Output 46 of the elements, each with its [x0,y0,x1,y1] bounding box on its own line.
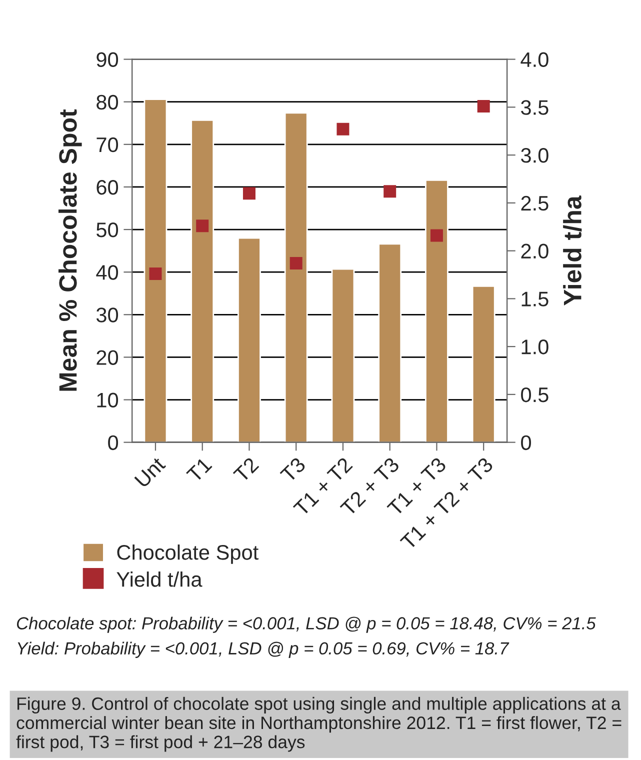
y-tick-label: 90 [96,52,118,68]
bar [144,98,168,442]
point [149,268,162,280]
point [290,257,302,270]
legend-label: Chocolate Spot [117,544,258,564]
point [430,229,443,242]
y-tick-label: 70 [96,137,118,152]
y2-tick-label: 0 [521,435,531,450]
y-tick-label: 10 [97,392,118,408]
y-tick-label: 60 [96,180,118,195]
y-tick-label: 20 [96,350,118,365]
y2-tick-label: 0.5 [521,387,548,402]
bar [378,243,402,442]
text: Chocolate spot: Probability = <0.001, LSD @ p = 0.05 = 18.48, CV% = 21.5 [16,616,596,633]
bar [238,237,261,442]
y2-tick-label: 1.5 [522,292,548,306]
legend-label: Yield t/ha [116,572,202,587]
point [196,220,209,232]
bar [331,268,355,442]
x-tick-label: Unt [134,456,166,488]
y2-tick-label: 3.0 [521,148,548,163]
bar [190,119,214,442]
y2-tick-label: 4.0 [520,52,548,68]
bar [425,179,448,442]
point [384,185,396,198]
point [477,100,490,112]
text: Yield: Probability = <0.001, LSD @ p = 0.05 = 0.69, CV% = 18.7 [18,642,510,658]
x-tick-label: T3 [280,456,306,484]
bar [472,285,496,442]
y-tick-label: 50 [96,222,118,238]
point [242,187,256,200]
y2-axis-title: Yield t/ha [563,196,582,306]
point [336,122,350,136]
y-tick-label: 0 [108,435,118,450]
y-tick-label: 40 [96,265,118,280]
x-tick-label: T2 [232,456,260,484]
y2-tick-label: 1.0 [522,340,548,354]
caption: Figure 9. Control of chocolate spot using single and multiple applications at a commercial winter bean site in Northamptonshire 2012. T1 = first flower, T2 = first pod, T3 = first pod + 21–28 days [16,696,622,752]
bar [284,112,308,442]
y2-tick-label: 3.5 [521,100,548,115]
x-tick-label: T1 [186,456,212,484]
y-tick-label: 30 [96,308,118,322]
y-axis-title: Mean % Chocolate Spot [58,109,82,391]
y2-tick-label: 2.5 [521,196,548,211]
y-tick-label: 80 [96,94,118,110]
y2-tick-label: 2.0 [521,244,548,259]
